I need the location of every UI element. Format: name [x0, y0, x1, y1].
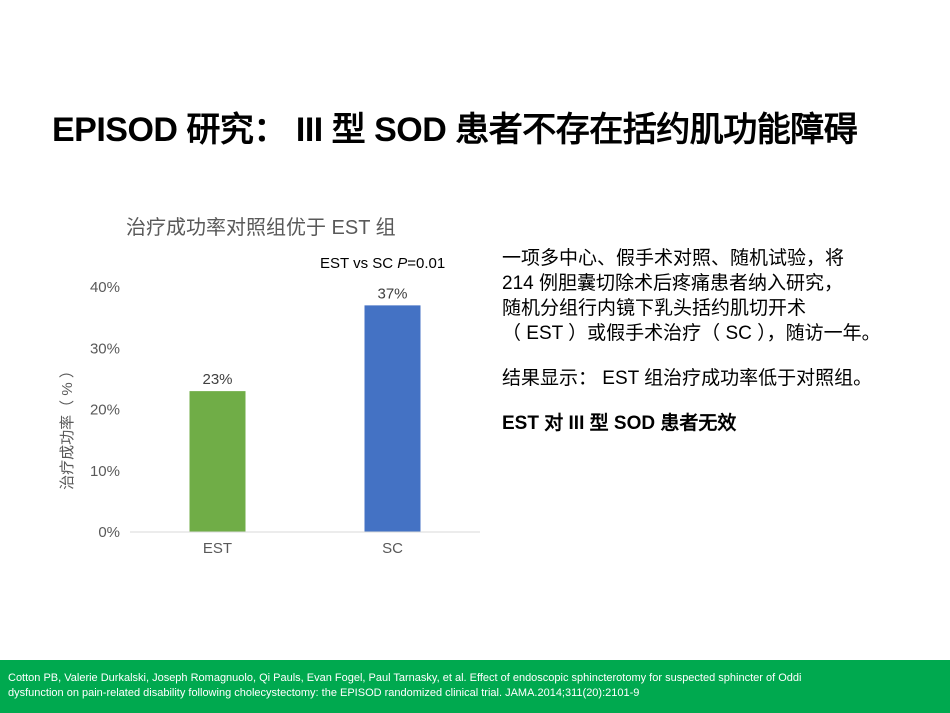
bar-sc: [364, 305, 421, 532]
y-tick-label: 0%: [98, 524, 120, 541]
x-tick-label: EST: [203, 540, 232, 557]
bar-chart: 治疗成功率（ % ） 0% 10% 20% 30% 40% 23% 37% EST SC: [59, 279, 480, 557]
annotation-p-symbol: P: [397, 255, 408, 272]
annotation-prefix: EST vs SC: [320, 255, 398, 272]
x-tick-label: SC: [382, 540, 403, 557]
y-ticks: 0% 10% 20% 30% 40%: [90, 279, 120, 541]
y-tick-label: 30%: [90, 340, 120, 357]
chart-title: 治疗成功率对照组优于 EST 组: [126, 217, 396, 239]
y-tick-label: 10%: [90, 463, 120, 480]
body-paragraph-1: 一项多中心、假手术对照、随机试验，将 214 例胆囊切除术后疼痛患者纳入研究， …: [502, 248, 881, 344]
bars: 23% 37%: [189, 285, 421, 532]
y-tick-label: 20%: [90, 402, 120, 419]
footer-citation: Cotton PB, Valerie Durkalski, Joseph Rom…: [0, 660, 950, 713]
annotation-suffix: =0.01: [407, 255, 446, 272]
data-label: 23%: [202, 371, 232, 388]
footer-citation-line-2: dysfunction on pain-related disability f…: [8, 687, 640, 699]
bar-est: [189, 391, 246, 532]
footer-citation-line-1: Cotton PB, Valerie Durkalski, Joseph Rom…: [8, 672, 802, 684]
x-tick-labels: EST SC: [203, 540, 403, 557]
y-axis-label-group: 治疗成功率（ % ）: [59, 363, 76, 490]
body-paragraph-2: 结果显示： EST 组治疗成功率低于对照组。: [502, 368, 873, 389]
y-axis-label: 治疗成功率（ % ）: [59, 363, 76, 490]
data-label: 37%: [377, 285, 407, 302]
body-conclusion: EST 对 III 型 SOD 患者无效: [502, 413, 737, 434]
slide-title: EPISOD 研究： III 型 SOD 患者不存在括约肌功能障碍: [52, 111, 858, 149]
body-text: 一项多中心、假手术对照、随机试验，将 214 例胆囊切除术后疼痛患者纳入研究， …: [502, 246, 942, 436]
y-tick-label: 40%: [90, 279, 120, 296]
chart-annotation: EST vs SC P=0.01: [320, 255, 445, 272]
